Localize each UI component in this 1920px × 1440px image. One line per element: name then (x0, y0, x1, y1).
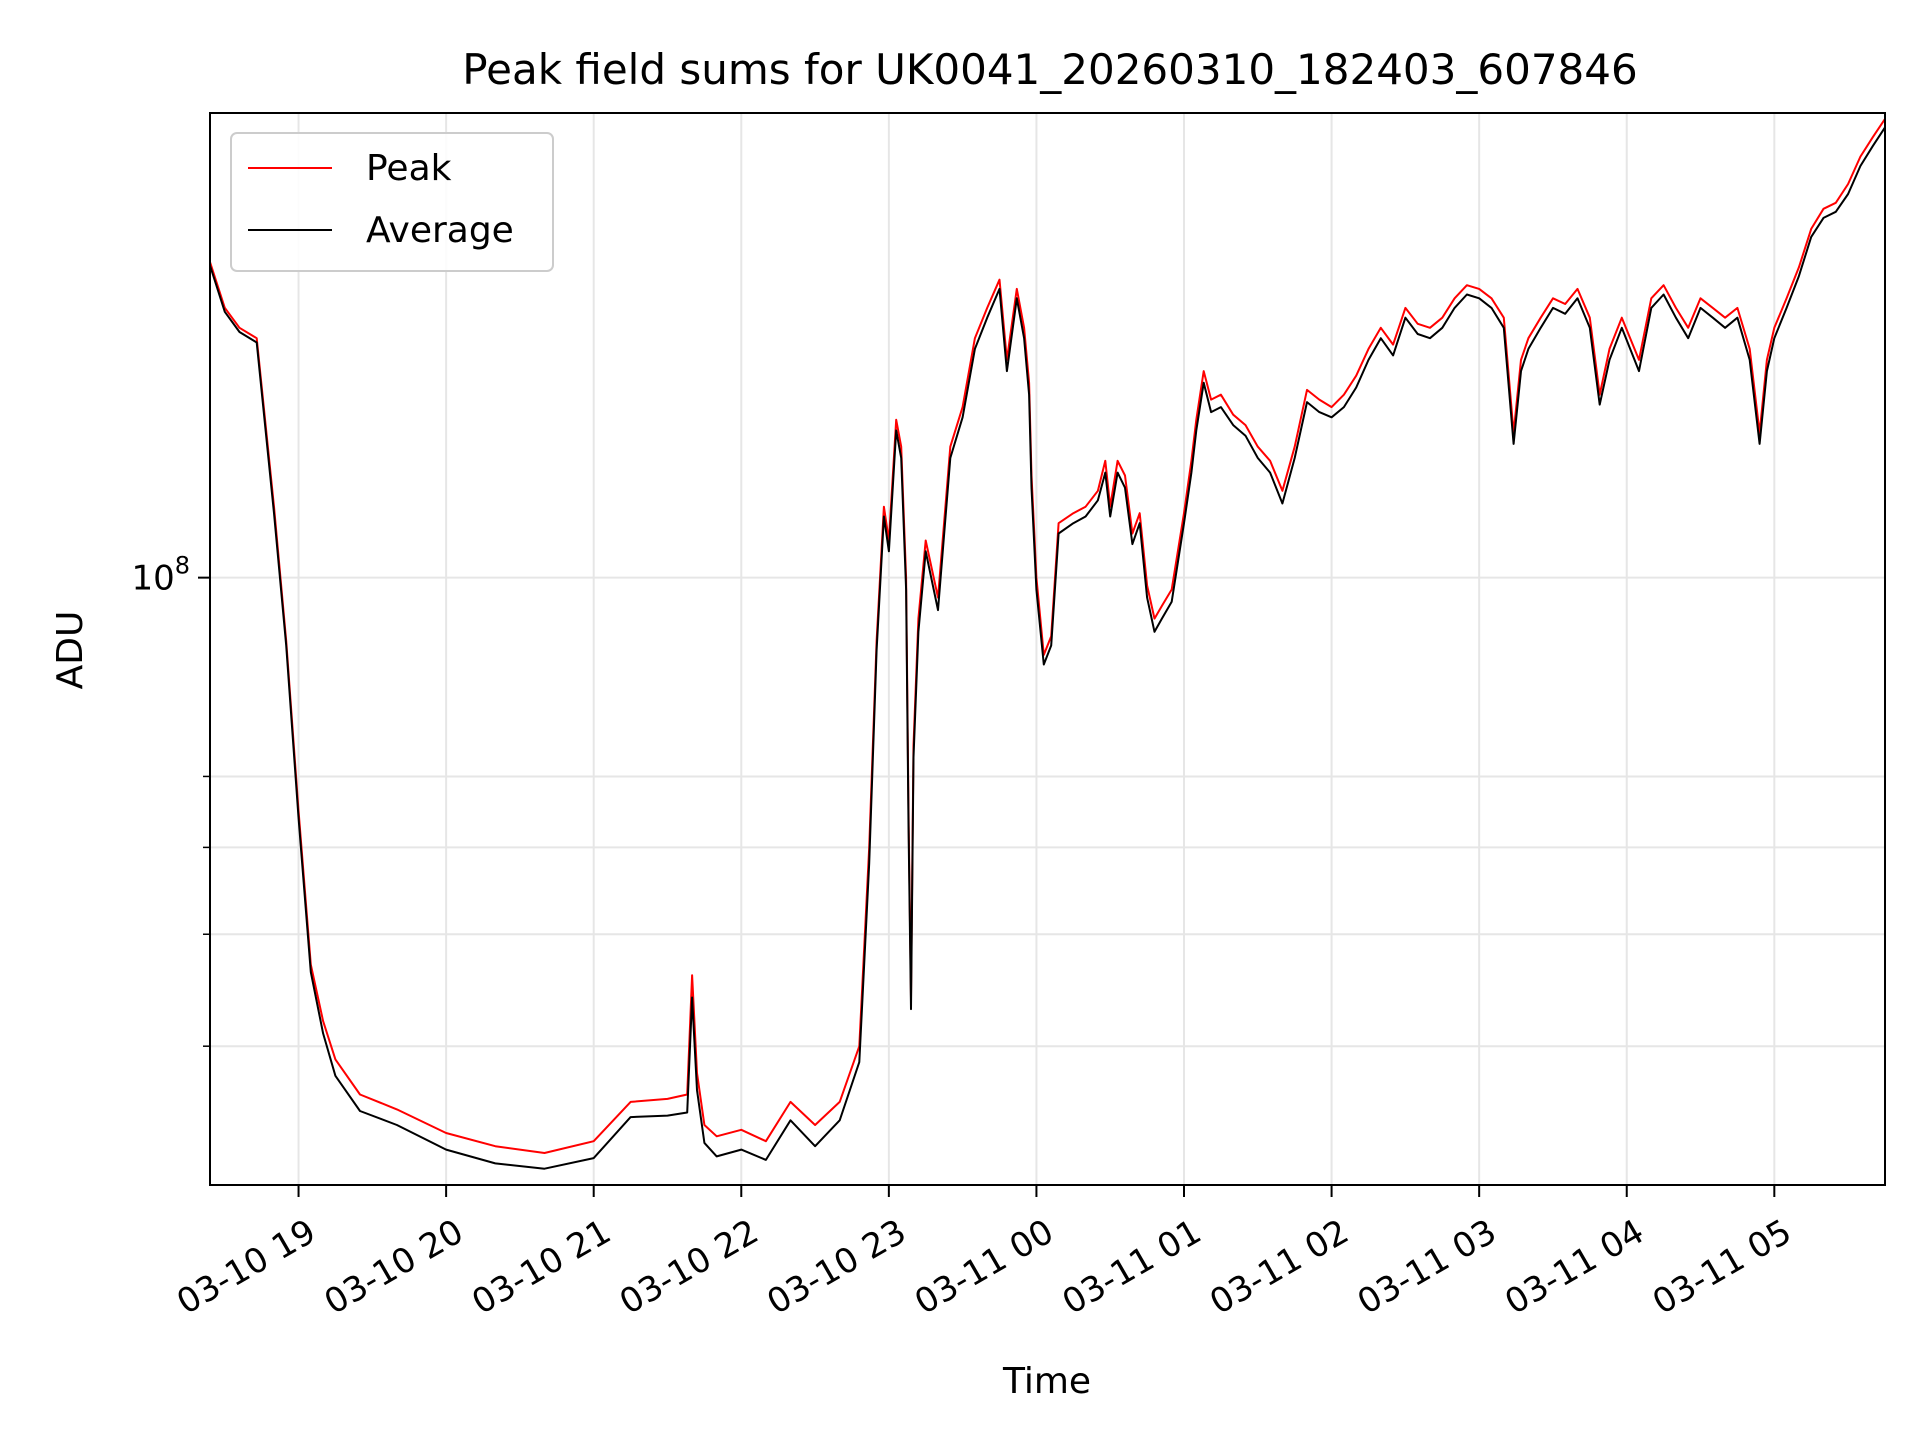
series-layer (209, 118, 1886, 1170)
series-line-average (209, 126, 1886, 1170)
y-tick-base: 10 (131, 559, 174, 599)
chart-title: Peak field sums for UK0041_20260310_1824… (462, 45, 1637, 94)
y-tick-exponent: 8 (175, 552, 190, 580)
series-line-peak (209, 118, 1886, 1154)
legend-label-average: Average (366, 210, 514, 251)
y-axis: 108 (131, 552, 210, 1047)
y-axis-label: ADU (50, 611, 91, 690)
legend: Peak Average (230, 132, 554, 272)
legend-label-peak: Peak (366, 148, 452, 189)
plot-frame (209, 112, 1886, 1186)
x-axis-label: Time (1002, 1361, 1091, 1402)
y-tick-label: 108 (131, 552, 190, 599)
grid (210, 113, 1885, 1185)
